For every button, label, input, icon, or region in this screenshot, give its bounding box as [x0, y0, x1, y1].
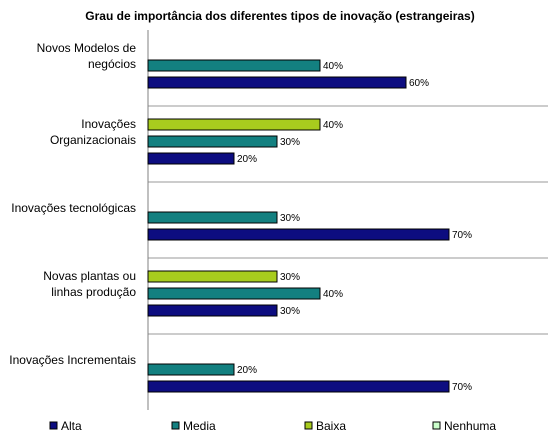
category-label: Inovações: [81, 117, 136, 131]
category-dividers: [148, 105, 548, 335]
legend-label: Nenhuma: [444, 419, 496, 433]
category-labels: Novos Modelos de negócios Inovações Organiz…: [9, 41, 136, 367]
legend-label: Baixa: [316, 419, 346, 433]
category-label: linhas produção: [51, 285, 136, 299]
bar-media: [147, 211, 278, 224]
data-label: 30%: [280, 306, 300, 317]
bar-alta: [147, 380, 450, 393]
data-label: 60%: [409, 78, 429, 89]
data-label: 20%: [237, 154, 257, 165]
bars: [147, 59, 450, 393]
data-label: 40%: [323, 289, 343, 300]
bar-alta: [147, 76, 407, 89]
category-label: Novas plantas ou: [43, 269, 136, 283]
legend-label: Alta: [61, 419, 82, 433]
bar-alta: [147, 152, 235, 165]
legend-label: Media: [183, 419, 216, 433]
bar-media: [147, 135, 278, 148]
legend-swatch-media: [171, 421, 180, 430]
data-label: 40%: [323, 120, 343, 131]
category-label: Inovações tecnológicas: [11, 201, 136, 215]
bar-media: [147, 287, 321, 300]
category-label: Novos Modelos de: [37, 41, 137, 55]
bar-baixa: [147, 270, 278, 283]
bar-alta: [147, 228, 450, 241]
category-label: Inovações Incrementais: [9, 353, 136, 367]
legend-swatch-baixa: [304, 421, 313, 430]
bar-alta: [147, 304, 278, 317]
legend-swatch-alta: [49, 421, 58, 430]
data-label: 20%: [237, 365, 257, 376]
data-label: 70%: [452, 382, 472, 393]
data-label: 40%: [323, 61, 343, 72]
data-label: 70%: [452, 230, 472, 241]
legend: Alta Media Baixa Nenhuma: [49, 419, 496, 433]
chart-title: Grau de importância dos diferentes tipos…: [85, 9, 474, 23]
bar-media: [147, 363, 235, 376]
data-label: 30%: [280, 272, 300, 283]
bar-baixa: [147, 118, 321, 131]
data-labels: 40% 60% 40% 30% 20% 30% 70% 30% 40% 30% 20% 70%: [237, 61, 472, 393]
category-label: Organizacionais: [50, 133, 136, 147]
legend-swatch-nenhuma: [432, 421, 441, 430]
category-label: negócios: [88, 57, 136, 71]
data-label: 30%: [280, 137, 300, 148]
bar-media: [147, 59, 321, 72]
data-label: 30%: [280, 213, 300, 224]
